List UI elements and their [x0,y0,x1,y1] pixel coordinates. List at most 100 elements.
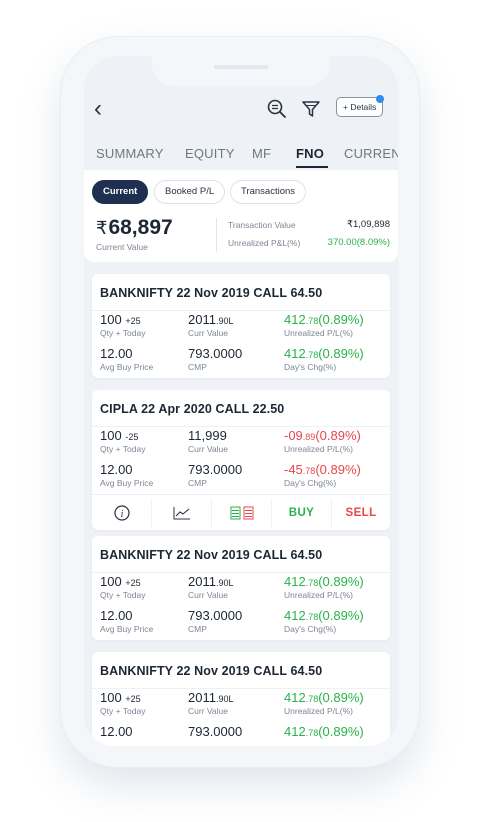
day-dec: .78 [305,728,319,738]
unrealized-label: Unrealized P/L(%) [284,444,353,454]
curr-value-suffix: .90L [215,316,234,326]
unrealized-pct: (0.89%) [318,690,364,705]
day-dec: .78 [302,466,316,476]
position-title: BANKNIFTY 22 Nov 2019 CALL 64.50 [100,548,323,562]
curr-value-label: Curr Value [188,706,228,716]
curr-value-cell: 2011.90L Curr Value [188,574,234,600]
cmp-cell: 793.0000 [188,724,242,739]
unrealized-dec: .89 [302,432,316,442]
tab-fno[interactable]: FNO [296,146,325,161]
curr-value: 2011 [188,312,216,327]
qty-cell: 100 +25 Qty + Today [100,690,145,716]
day-change-label: Day's Chg(%) [284,478,337,488]
divider [92,426,390,427]
curr-value-label: Curr Value [188,328,228,338]
sell-button[interactable]: SELL [332,495,390,531]
info-icon: i [113,505,130,521]
cmp-label: CMP [188,478,207,488]
divider [92,688,390,689]
active-tab-indicator [296,166,328,168]
filter-current[interactable]: Current [92,180,149,204]
avg-price-cell: 12.00 [100,724,133,739]
qty-label: Qty + Today [100,590,146,600]
divider [216,218,217,252]
qty-today: -25 [125,432,139,442]
back-icon[interactable]: ‹ [94,95,102,122]
unrealized-pct: (0.89%) [318,574,364,589]
day-change-cell: -45.78(0.89%) Day's Chg(%) [284,462,361,488]
qty-cell: 100 -25 Qty + Today [100,428,145,454]
curr-value: 2011 [188,690,216,705]
transaction-value: ₹1,09,898 [346,219,390,230]
curr-value-label: Curr Value [188,590,228,600]
divider [211,499,212,527]
curr-value-cell: 2011.90L Curr Value [188,312,234,338]
tab-summary[interactable]: SUMMARY [96,146,164,161]
search-icon[interactable] [266,98,288,120]
filter-icon[interactable] [300,98,322,120]
top-bar: ‹ + Details [84,92,398,126]
position-title: CIPLA 22 Apr 2020 CALL 22.50 [100,402,285,416]
curr-value-cell: 11,999 Curr Value [188,428,228,454]
tab-equity[interactable]: EQUITY [185,146,235,161]
info-button[interactable]: i [92,495,151,531]
position-card[interactable]: BANKNIFTY 22 Nov 2019 CALL 64.50 100 +25… [92,274,390,378]
day-change-label: Day's Chg(%) [284,624,337,634]
filter-booked-pl[interactable]: Booked P/L [154,180,226,204]
avg-price: 12.00 [100,346,133,361]
unrealized-main: 412 [284,312,306,327]
cmp-label: CMP [188,624,207,634]
divider [331,499,332,527]
tab-mf[interactable]: MF [252,146,272,161]
filter-transactions[interactable]: Transactions [230,180,307,204]
avg-price-cell: 12.00 Avg Buy Price [100,608,153,634]
qty-cell: 100 +25 Qty + Today [100,312,145,338]
day-change-label: Day's Chg(%) [284,362,337,372]
unrealized-pl-label: Unrealized P&L(%) [228,238,301,248]
day-dec: .78 [305,350,319,360]
unrealized-main: 412 [284,574,306,589]
unrealized-dec: .78 [305,694,319,704]
details-button[interactable]: + Details [336,97,384,117]
day-change-cell: 412.78(0.89%) Day's Chg(%) [284,346,364,372]
chart-button[interactable] [152,495,211,531]
qty-today: +25 [125,316,141,326]
qty-today: +25 [125,694,141,704]
qty-cell: 100 +25 Qty + Today [100,574,145,600]
cmp-cell: 793.0000 CMP [188,608,242,634]
unrealized-cell: 412.78(0.89%) Unrealized P/L(%) [284,312,364,338]
unrealized-pl-value: 370.00(8.09%) [327,237,390,248]
divider [92,310,390,311]
qty-today: +25 [125,578,141,588]
phone-notch [152,56,330,86]
market-depth-button[interactable] [212,495,271,531]
day-main: 412 [284,608,306,623]
unrealized-label: Unrealized P/L(%) [284,590,353,600]
sell-label: SELL [345,507,377,519]
position-card[interactable]: BANKNIFTY 22 Nov 2019 CALL 64.50 100 +25… [92,652,390,746]
avg-price-label: Avg Buy Price [100,624,154,634]
avg-price-label: Avg Buy Price [100,362,154,372]
day-dec: .78 [305,612,319,622]
day-main: 412 [284,346,306,361]
qty-value: 100 [100,574,122,589]
details-badge [376,95,384,103]
day-change-cell: 412.78(0.89%) [284,724,364,739]
curr-value: 2011 [188,574,216,589]
unrealized-pct: (0.89%) [315,428,361,443]
unrealized-label: Unrealized P/L(%) [284,328,353,338]
day-change-cell: 412.78(0.89%) Day's Chg(%) [284,608,364,634]
qty-value: 100 [100,690,122,705]
market-depth-icon [230,506,253,520]
position-card-expanded[interactable]: CIPLA 22 Apr 2020 CALL 22.50 100 -25 Qty… [92,390,390,530]
avg-price: 12.00 [100,608,133,623]
day-pct: (0.89%) [315,462,361,477]
curr-value: 11,999 [188,428,227,443]
buy-button[interactable]: BUY [272,495,331,531]
cmp-cell: 793.0000 CMP [188,462,242,488]
day-main: -45 [284,462,303,477]
position-card[interactable]: BANKNIFTY 22 Nov 2019 CALL 64.50 100 +25… [92,536,390,640]
current-value: ₹68,897 [96,216,173,239]
curr-value-label: Curr Value [188,444,228,454]
